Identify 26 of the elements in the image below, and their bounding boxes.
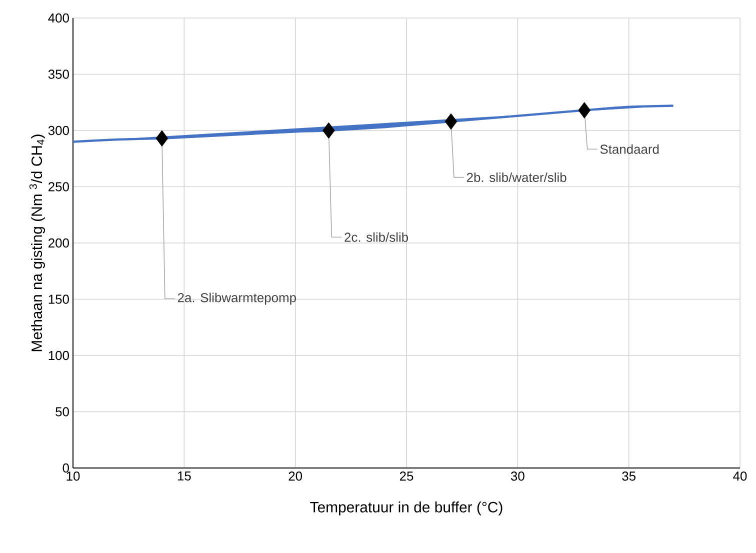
y-tick-label: 50 [56,407,69,416]
annotation: Standaard [600,144,659,154]
x-tick-label: 15 [178,472,191,481]
x-tick-label: 10 [66,472,80,481]
x-tick-label: 20 [288,472,302,481]
y-axis-title: Methaan na gisting (Nm $^{3}$/d CH$_{4}$) [29,134,46,352]
point [578,102,591,118]
y-tick-label: 350 [48,70,69,79]
y-tick-label: 100 [48,350,69,360]
point [322,122,335,139]
y-tick-label: 300 [48,126,69,136]
point [444,113,458,130]
x-tick-label: 25 [400,472,414,481]
y-tick-label: 200 [48,238,69,248]
point [156,130,168,147]
annotation: 2a. Slibwarmtepomp [178,292,296,305]
y-tick-label: 250 [48,182,69,192]
y-tick-label: 400 [48,13,69,23]
x-tick-label: 35 [622,472,636,481]
x-axis-title: Temperatuur in de buffer (°C) [310,501,502,516]
x-tick-label: 30 [510,472,524,481]
y-tick-label: 0 [62,463,69,473]
x-tick-label: 40 [733,472,747,481]
annotation: 2c. slib/slib [344,232,408,242]
y-tick-label: 150 [48,294,69,304]
annotation: 2b. slib/water/slib [466,172,566,182]
